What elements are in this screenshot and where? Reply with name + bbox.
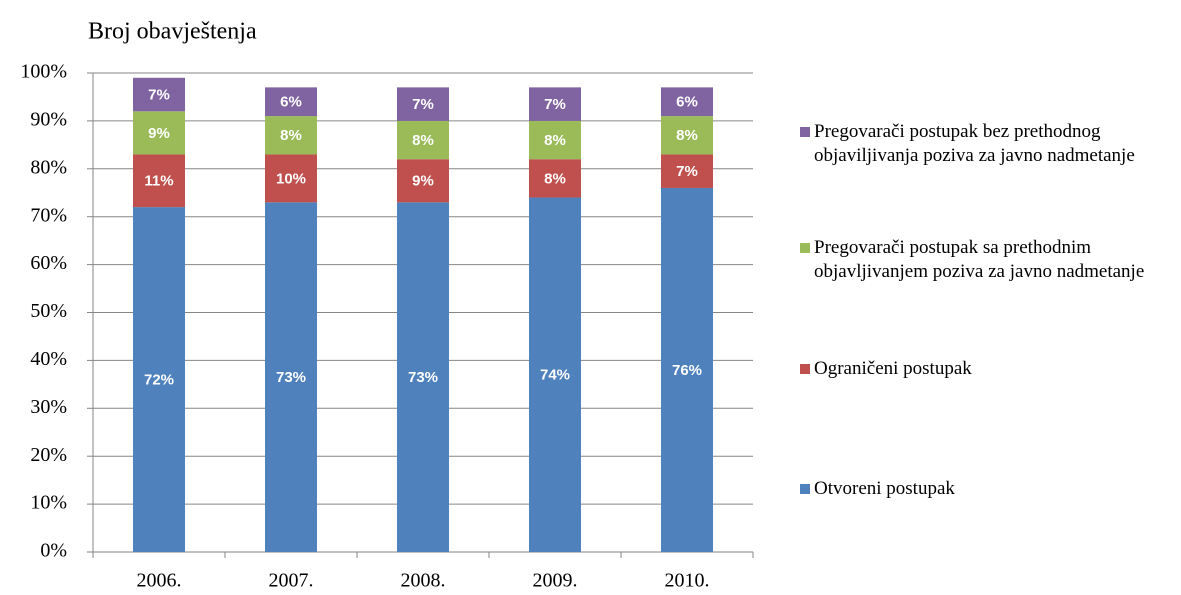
y-tick-label: 70% bbox=[30, 204, 67, 226]
bar-segment bbox=[661, 116, 713, 155]
x-tick-label: 2009. bbox=[533, 570, 578, 592]
legend-item: Otvoreni postupak bbox=[800, 477, 1175, 501]
y-tick-label: 60% bbox=[30, 252, 67, 274]
chart-title: Broj obavještenja bbox=[88, 19, 257, 45]
legend-label: Pregovarači postupak sa prethodnim objav… bbox=[814, 237, 1145, 282]
data-label: 73% bbox=[276, 369, 306, 386]
bar-segment bbox=[397, 120, 449, 160]
data-label: 6% bbox=[676, 94, 698, 111]
data-label: 11% bbox=[144, 173, 173, 190]
y-tick-label: 50% bbox=[30, 300, 67, 322]
bar-segment bbox=[529, 197, 581, 553]
legend-label: Pregovarači postupak bez prethodnog obja… bbox=[814, 121, 1135, 166]
data-label: 7% bbox=[148, 87, 170, 104]
bar-segment bbox=[133, 207, 185, 552]
data-label: 73% bbox=[408, 369, 438, 386]
x-tick-label: 2008. bbox=[401, 570, 446, 592]
bar-segment bbox=[661, 154, 713, 188]
bar-segment bbox=[265, 202, 317, 552]
bar-segment bbox=[529, 120, 581, 160]
data-label: 8% bbox=[412, 132, 434, 149]
bar-segment bbox=[265, 154, 317, 203]
bar-segment bbox=[265, 116, 317, 155]
data-label: 9% bbox=[148, 125, 170, 142]
y-tick-label: 40% bbox=[30, 348, 67, 370]
legend-swatch bbox=[800, 364, 810, 374]
legend-label: Ograničeni postupak bbox=[814, 358, 972, 379]
legend-item: Pregovarači postupak sa prethodnim objav… bbox=[800, 236, 1175, 284]
bar-segment bbox=[529, 159, 581, 198]
y-tick-label: 100% bbox=[20, 61, 67, 83]
y-tick-label: 80% bbox=[30, 156, 67, 178]
data-label: 74% bbox=[540, 367, 570, 384]
bar-segment bbox=[133, 111, 185, 155]
data-label: 76% bbox=[672, 362, 702, 379]
data-label: 7% bbox=[544, 96, 566, 113]
bar-segment bbox=[397, 87, 449, 121]
data-label: 7% bbox=[412, 96, 434, 113]
legend-item: Ograničeni postupak bbox=[800, 357, 1175, 381]
legend-swatch bbox=[800, 243, 810, 253]
bar-segment bbox=[661, 187, 713, 552]
data-label: 9% bbox=[412, 173, 434, 190]
bar-segment bbox=[529, 87, 581, 121]
legend-swatch bbox=[800, 127, 810, 137]
legend-label: Otvoreni postupak bbox=[814, 478, 955, 499]
data-label: 8% bbox=[544, 132, 566, 149]
y-tick-label: 90% bbox=[30, 108, 67, 130]
y-tick-label: 20% bbox=[30, 444, 67, 466]
bar-segment bbox=[133, 77, 185, 112]
bar-segment bbox=[265, 87, 317, 117]
data-label: 10% bbox=[276, 170, 306, 187]
data-label: 7% bbox=[676, 163, 698, 180]
bar-segment bbox=[397, 159, 449, 203]
legend-item: Pregovarači postupak bez prethodnog obja… bbox=[800, 120, 1175, 168]
data-label: 72% bbox=[144, 372, 174, 389]
x-tick-label: 2007. bbox=[269, 570, 314, 592]
data-label: 8% bbox=[676, 127, 698, 144]
data-label: 8% bbox=[280, 127, 302, 144]
x-tick-label: 2010. bbox=[665, 570, 710, 592]
y-tick-label: 10% bbox=[30, 492, 67, 514]
y-tick-label: 0% bbox=[40, 540, 67, 562]
legend-swatch bbox=[800, 484, 810, 494]
bar-segment bbox=[133, 154, 185, 208]
y-tick-label: 30% bbox=[30, 396, 67, 418]
data-label: 8% bbox=[544, 170, 566, 187]
x-tick-label: 2006. bbox=[137, 570, 182, 592]
data-label: 6% bbox=[280, 94, 302, 111]
bar-segment bbox=[397, 202, 449, 552]
bar-segment bbox=[661, 87, 713, 117]
